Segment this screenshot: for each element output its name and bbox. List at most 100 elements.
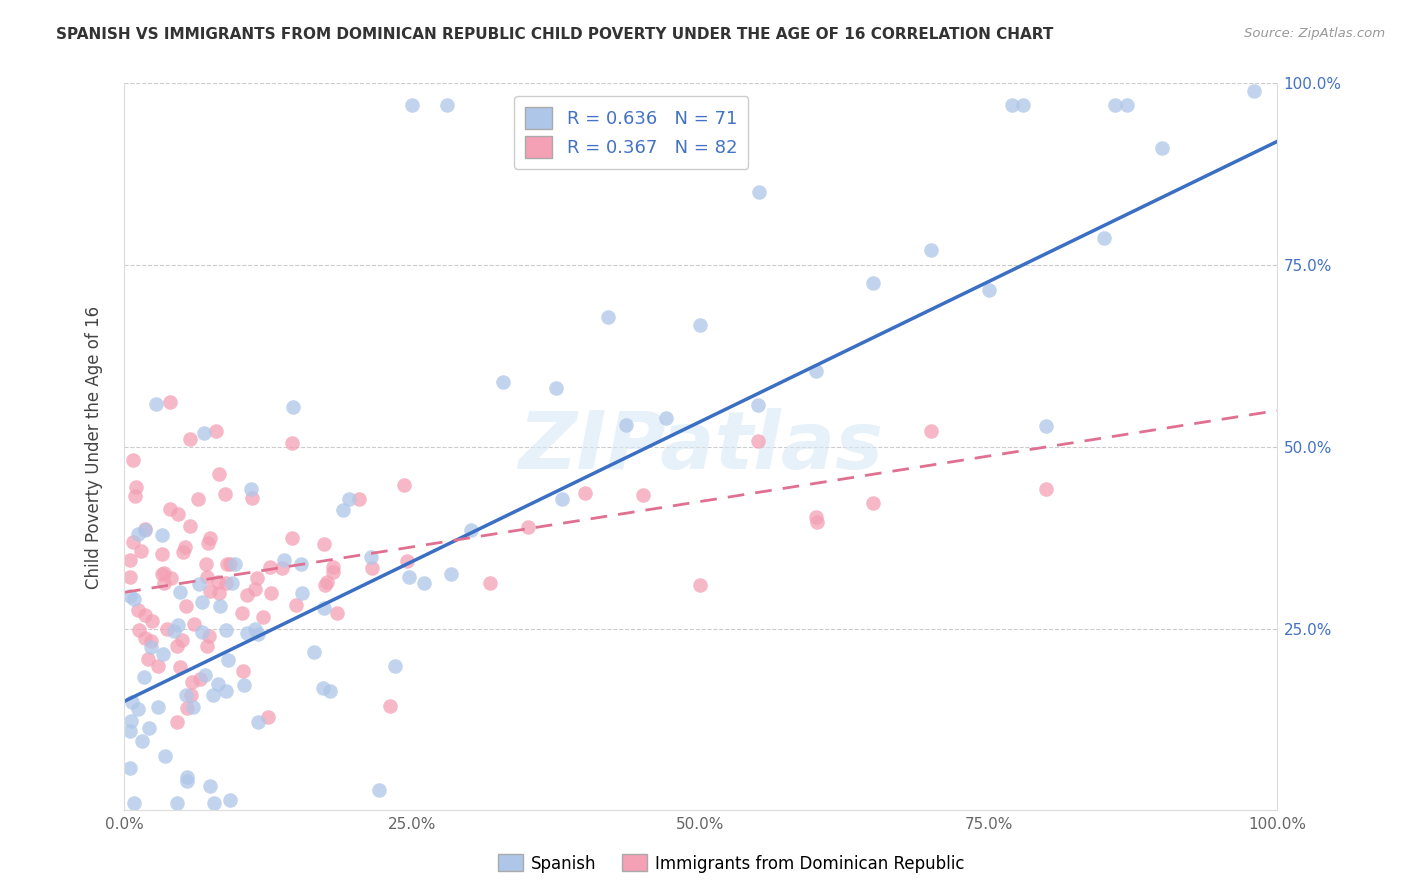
Point <box>232 665 254 679</box>
Point <box>179 432 201 446</box>
Point <box>312 601 335 615</box>
Point <box>202 796 225 810</box>
Point <box>920 243 942 257</box>
Point <box>188 672 211 686</box>
Point <box>236 626 259 640</box>
Point <box>259 560 281 574</box>
Point <box>150 528 173 542</box>
Point <box>145 397 167 411</box>
Point <box>198 584 221 599</box>
Point <box>257 709 280 723</box>
Point <box>231 606 253 620</box>
Point <box>181 699 204 714</box>
Point <box>122 535 145 549</box>
Point <box>136 652 159 666</box>
Point <box>202 688 225 702</box>
Point <box>160 571 183 585</box>
Point <box>574 486 596 500</box>
Point <box>127 527 149 541</box>
Point <box>139 634 162 648</box>
Point <box>174 689 197 703</box>
Point <box>246 714 269 729</box>
Point <box>181 674 204 689</box>
Point <box>332 503 354 517</box>
Point <box>207 575 229 590</box>
Point <box>689 578 711 592</box>
Point <box>207 677 229 691</box>
Point <box>118 589 141 603</box>
Point <box>153 566 176 580</box>
Point <box>129 544 152 558</box>
Point <box>281 436 304 450</box>
Point <box>436 98 458 112</box>
Point <box>152 647 174 661</box>
Point <box>319 684 342 698</box>
Point <box>166 714 188 729</box>
Point <box>862 276 884 290</box>
Text: Source: ZipAtlas.com: Source: ZipAtlas.com <box>1244 27 1385 40</box>
Point <box>747 398 769 412</box>
Point <box>1092 230 1115 244</box>
Point <box>398 570 420 584</box>
Point <box>134 523 156 537</box>
Point <box>1116 98 1139 112</box>
Point <box>197 536 219 550</box>
Point <box>1243 84 1265 98</box>
Point <box>285 598 308 612</box>
Point <box>214 487 236 501</box>
Point <box>401 98 423 112</box>
Point <box>316 574 339 589</box>
Point <box>689 318 711 332</box>
Point <box>270 560 292 574</box>
Point <box>122 592 145 607</box>
Point <box>243 622 266 636</box>
Point <box>326 606 349 620</box>
Point <box>180 688 202 702</box>
Point <box>127 702 149 716</box>
Point <box>281 531 304 545</box>
Point <box>146 659 169 673</box>
Point <box>360 550 382 565</box>
Point <box>806 515 828 529</box>
Point <box>134 670 156 684</box>
Point <box>198 629 221 643</box>
Point <box>395 554 418 568</box>
Point <box>631 488 654 502</box>
Point <box>118 570 141 584</box>
Point <box>232 678 254 692</box>
Point <box>166 796 188 810</box>
Point <box>166 639 188 653</box>
Point <box>122 453 145 467</box>
Point <box>118 761 141 775</box>
Text: SPANISH VS IMMIGRANTS FROM DOMINICAN REPUBLIC CHILD POVERTY UNDER THE AGE OF 16 : SPANISH VS IMMIGRANTS FROM DOMINICAN REP… <box>56 27 1053 42</box>
Legend: R = 0.636   N = 71, R = 0.367   N = 82: R = 0.636 N = 71, R = 0.367 N = 82 <box>515 96 748 169</box>
Point <box>208 599 231 613</box>
Point <box>121 694 143 708</box>
Point <box>187 577 209 591</box>
Point <box>159 502 181 516</box>
Point <box>281 401 304 415</box>
Point <box>120 714 142 728</box>
Point <box>236 588 259 602</box>
Point <box>176 770 198 784</box>
Point <box>174 599 197 614</box>
Point <box>460 523 482 537</box>
Point <box>194 668 217 682</box>
Point <box>125 480 148 494</box>
Point <box>134 522 156 536</box>
Point <box>384 659 406 673</box>
Point <box>152 575 174 590</box>
Point <box>167 507 190 521</box>
Point <box>252 610 274 624</box>
Point <box>291 585 314 599</box>
Point <box>198 531 221 545</box>
Point <box>1001 98 1024 112</box>
Point <box>124 489 146 503</box>
Point <box>207 586 229 600</box>
Point <box>159 395 181 409</box>
Point <box>217 653 239 667</box>
Point <box>191 625 214 640</box>
Point <box>163 624 186 639</box>
Point <box>1035 483 1057 497</box>
Point <box>128 623 150 637</box>
